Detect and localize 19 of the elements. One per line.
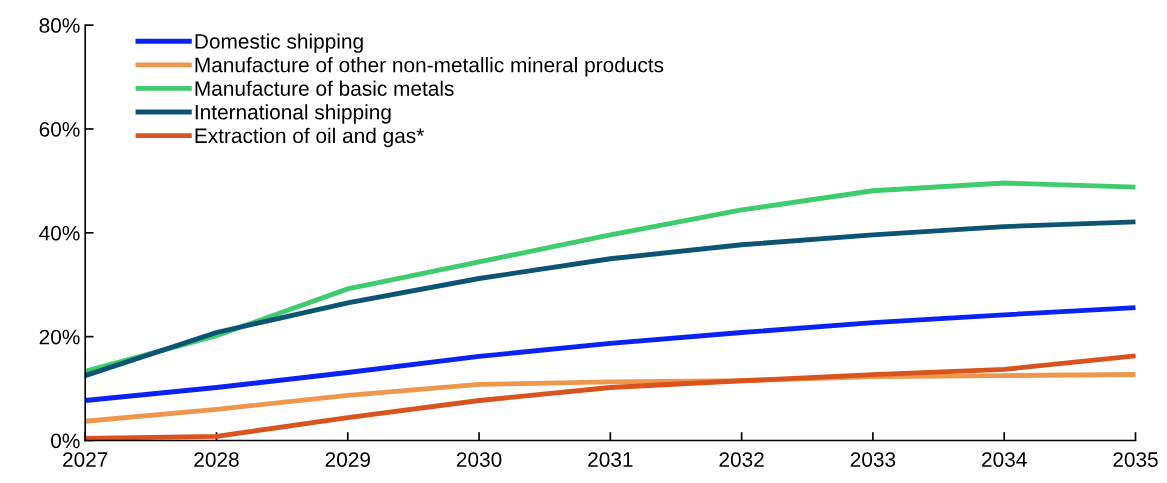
x-tick-label: 2031 [588,452,633,467]
legend-label: Extraction of oil and gas* [195,127,424,148]
y-tick-label: 60% [39,121,80,137]
x-tick-label: 2034 [982,452,1027,467]
x-tick-label: 2032 [719,452,764,467]
x-tick-label: 2030 [456,452,502,467]
legend-label: International shipping [195,104,391,124]
legend-label: Domestic shipping [195,33,363,53]
y-tick-label: 0% [51,433,80,449]
y-tick-label: 20% [39,329,80,345]
x-tick-label: 2028 [194,452,239,467]
y-tick-label: 40% [39,225,80,241]
y-tick-label: 80% [39,18,80,33]
x-tick-label: 2027 [63,452,108,467]
x-tick-label: 2033 [850,452,896,467]
x-tick-label: 2029 [325,452,370,467]
legend-label: Manufacture of basic metals [195,80,454,96]
x-tick-label: 2035 [1113,452,1158,467]
legend-label: Manufacture of other non-metallic mineral products [195,57,664,77]
